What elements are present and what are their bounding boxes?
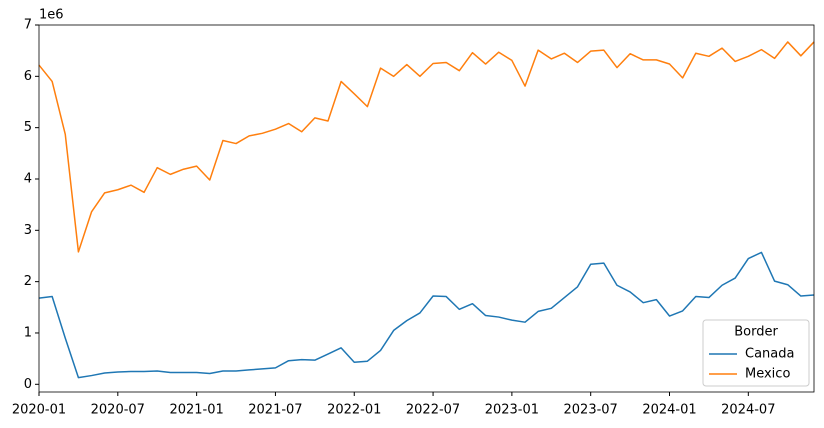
axes-frame (38, 24, 815, 393)
legend-label: Mexico (745, 367, 790, 382)
y-tick-label: 6 (24, 69, 32, 84)
x-tick-label: 2021-01 (169, 403, 223, 418)
x-tick-label: 2020-01 (12, 403, 66, 418)
x-tick-label: 2021-07 (248, 403, 302, 418)
x-tick-label: 2024-07 (721, 403, 775, 418)
x-tick-label: 2022-07 (406, 403, 460, 418)
legend-label: Canada (745, 347, 794, 362)
x-tick-label: 2020-07 (91, 403, 145, 418)
x-tick-label: 2022-01 (327, 403, 381, 418)
y-tick-label: 2 (24, 274, 32, 289)
y-tick-label: 4 (24, 171, 32, 186)
x-tick-label: 2023-07 (564, 403, 618, 418)
y-tick-label: 7 (24, 18, 32, 33)
y-tick-label: 1 (24, 325, 32, 340)
y-tick-label: 0 (24, 377, 32, 392)
y-offset-label: 1e6 (39, 8, 64, 23)
y-tick-label: 3 (24, 223, 32, 238)
y-tick-label: 5 (24, 120, 32, 135)
line-series (38, 41, 815, 253)
line-series (38, 251, 815, 379)
x-tick-label: 2023-01 (485, 403, 539, 418)
legend-box (702, 319, 810, 387)
x-tick-label: 2024-01 (642, 403, 696, 418)
legend-title: Border (734, 325, 778, 340)
